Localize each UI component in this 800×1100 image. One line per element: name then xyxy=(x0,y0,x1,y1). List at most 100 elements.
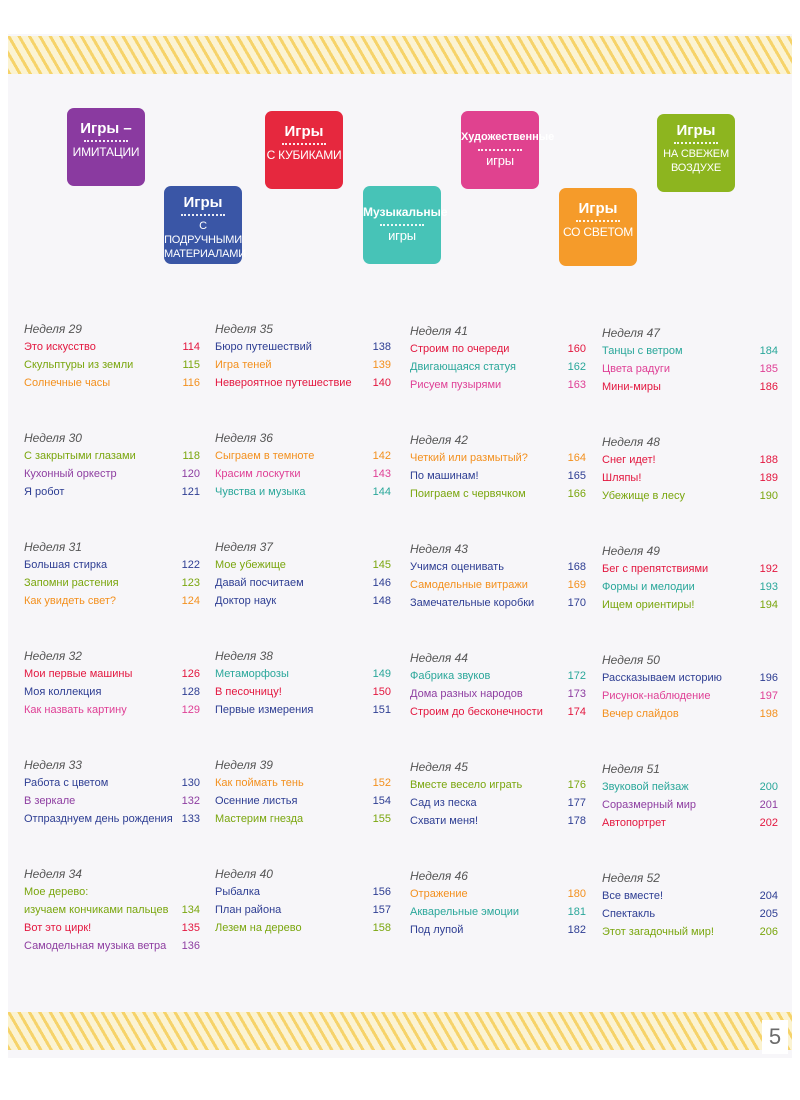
badge-subtitle: со светом xyxy=(562,225,634,239)
toc-entry-title: Чувства и музыка xyxy=(215,486,306,498)
toc-entry-title: Вот это цирк! xyxy=(24,922,92,934)
toc-entry-page: 132 xyxy=(181,795,200,807)
toc-entry-page: 140 xyxy=(372,377,391,389)
toc-entry-title: Кухонный оркестр xyxy=(24,468,117,480)
week-heading: Неделя 42 xyxy=(410,433,468,447)
toc-entry-page: 169 xyxy=(567,579,586,591)
toc-entry-page: 144 xyxy=(372,486,391,498)
toc-entry-page: 130 xyxy=(181,777,200,789)
week-heading: Неделя 39 xyxy=(215,758,273,772)
badge-title: Игры xyxy=(578,200,618,217)
toc-entry-title: Снег идет! xyxy=(602,454,656,466)
toc-entry-page: 173 xyxy=(567,688,586,700)
toc-entry-title: По машинам! xyxy=(410,470,479,482)
toc-entry-page: 180 xyxy=(567,888,586,900)
badge-dots xyxy=(576,220,620,222)
toc-entry-page: 193 xyxy=(759,581,778,593)
toc-entry-title: Спектакль xyxy=(602,908,656,920)
decorative-stripe-top xyxy=(8,36,792,74)
badge-subtitle: игры xyxy=(486,153,514,168)
badge-improvised-materials-games: Игры с подручными материалами xyxy=(164,186,246,264)
toc-entry-page: 149 xyxy=(372,668,391,680)
toc-entry-page: 146 xyxy=(372,577,391,589)
toc-entry-page: 170 xyxy=(567,597,586,609)
toc-entry-page: 177 xyxy=(567,797,586,809)
toc-entry-title: Рисуем пузырями xyxy=(410,379,502,391)
toc-entry-title: Как увидеть свет? xyxy=(24,595,117,607)
week-heading: Неделя 45 xyxy=(410,760,468,774)
badge-dots xyxy=(674,142,718,144)
toc-entry-title: Самодельная музыка ветра xyxy=(24,940,167,952)
toc-entry-title: План района xyxy=(215,904,282,916)
toc-entry-title: Отпразднуем день рождения xyxy=(24,813,173,825)
toc-entry-title: Вечер слайдов xyxy=(602,708,679,720)
week-heading: Неделя 51 xyxy=(602,762,660,776)
week-heading: Неделя 52 xyxy=(602,871,660,885)
badge-dots xyxy=(380,224,424,226)
toc-entry-page: 176 xyxy=(567,779,586,791)
week-heading: Неделя 50 xyxy=(602,653,660,667)
toc-entry-title: Замечательные коробки xyxy=(410,597,535,609)
badge-imitation-games: Игры – имитации xyxy=(67,108,145,186)
badge-title: Игры xyxy=(284,123,324,140)
toc-entry-title: Сад из песка xyxy=(410,797,477,809)
toc-entry-page: 151 xyxy=(372,704,391,716)
page-number: 5 xyxy=(762,1020,788,1054)
toc-entry-title: В песочницу! xyxy=(215,686,282,698)
toc-entry-page: 196 xyxy=(759,672,778,684)
toc-entry-page: 198 xyxy=(759,708,778,720)
week-heading: Неделя 33 xyxy=(24,758,82,772)
week-heading: Неделя 30 xyxy=(24,431,82,445)
toc-entry-title: Дома разных народов xyxy=(410,688,523,700)
toc-entry-page: 197 xyxy=(759,690,778,702)
toc-entry-page: 155 xyxy=(372,813,391,825)
toc-entry-page: 206 xyxy=(759,926,778,938)
toc-entry-page: 192 xyxy=(759,563,778,575)
toc-entry-title: Работа с цветом xyxy=(24,777,109,789)
toc-entry-page: 116 xyxy=(182,377,200,389)
badge-title: Игры xyxy=(183,194,223,211)
toc-entry-title: Рассказываем историю xyxy=(602,672,722,684)
toc-entry-page: 154 xyxy=(372,795,391,807)
toc-entry-page: 178 xyxy=(567,815,586,827)
toc-entry-title: Танцы с ветром xyxy=(602,345,683,357)
toc-entry-title: Рыбалка xyxy=(215,886,260,898)
toc-entry-title: Отражение xyxy=(410,888,468,900)
week-heading: Неделя 40 xyxy=(215,867,273,881)
toc-entry-page: 133 xyxy=(181,813,200,825)
badge-subtitle: с подручными материалами xyxy=(164,220,246,260)
toc-entry-title: В зеркале xyxy=(24,795,76,807)
badge-dots xyxy=(478,149,522,151)
toc-entry-title: Как назвать картину xyxy=(24,704,127,716)
decorative-stripe-bottom xyxy=(8,1012,792,1050)
toc-entry-title: Невероятное путешествие xyxy=(215,377,352,389)
toc-entry-page: 135 xyxy=(181,922,200,934)
toc-entry-page: 136 xyxy=(181,940,200,952)
toc-entry-title: Мое дерево: xyxy=(24,886,89,898)
toc-entry-title: Формы и мелодии xyxy=(602,581,695,593)
badge-subtitle: с кубиками xyxy=(266,148,342,162)
badge-light-games: Игры со светом xyxy=(559,188,637,266)
toc-entry-title: Строим по очереди xyxy=(410,343,510,355)
week-heading: Неделя 38 xyxy=(215,649,273,663)
badge-subtitle: на свежем воздухе xyxy=(663,148,729,174)
toc-entry-page: 200 xyxy=(759,781,778,793)
toc-entry-title: изучаем кончиками пальцев xyxy=(24,904,169,916)
toc-entry-title: Игра теней xyxy=(215,359,272,371)
toc-entry-title: Самодельные витражи xyxy=(410,579,528,591)
toc-entry-title: Учимся оценивать xyxy=(410,561,504,573)
toc-entry-page: 156 xyxy=(372,886,391,898)
toc-entry-title: Осенние листья xyxy=(215,795,298,807)
toc-entry-title: Соразмерный мир xyxy=(602,799,697,811)
badge-dots xyxy=(84,140,128,142)
toc-entry-title: Сыграем в темноте xyxy=(215,450,315,462)
badge-subtitle: игры xyxy=(388,228,416,243)
week-heading: Неделя 31 xyxy=(24,540,82,554)
toc-entry-page: 202 xyxy=(759,817,778,829)
toc-entry-title: Первые измерения xyxy=(215,704,314,716)
toc-entry-title: Большая стирка xyxy=(24,559,108,571)
badge-title: Музыкальные xyxy=(363,205,448,219)
toc-entry-title: Мое убежище xyxy=(215,559,286,571)
toc-entry-page: 201 xyxy=(759,799,778,811)
badge-music-games: Музыкальные игры xyxy=(363,186,448,264)
